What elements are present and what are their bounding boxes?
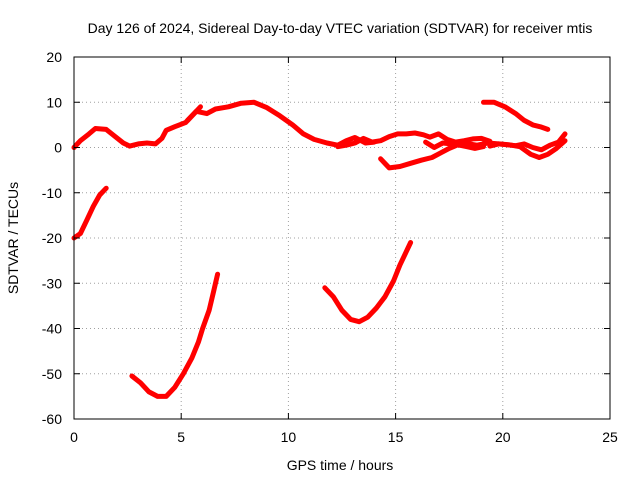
series-line-trace-9 (129, 271, 221, 399)
y-tick-label: -30 (42, 275, 62, 291)
x-tick-label: 25 (602, 429, 618, 445)
y-tick-label: 20 (46, 49, 62, 65)
series-group (71, 99, 568, 399)
y-tick-label: -60 (42, 411, 62, 427)
y-tick-label: -50 (42, 366, 62, 382)
x-tick-label: 20 (495, 429, 511, 445)
y-tick-label: 10 (46, 94, 62, 110)
y-tick-label: -40 (42, 321, 62, 337)
chart-title: Day 126 of 2024, Sidereal Day-to-day VTE… (88, 20, 593, 36)
ticks: 0 5 10 15 20 25 -60 -50 -40 -30 -20 -10 0 10 20 (42, 49, 618, 445)
x-tick-label: 5 (177, 429, 185, 445)
y-tick-label: 0 (54, 140, 62, 156)
x-axis-label: GPS time / hours (287, 457, 394, 473)
grid (74, 57, 610, 419)
series-line-trace-10 (322, 240, 414, 325)
x-tick-label: 15 (388, 429, 404, 445)
y-axis-label: SDTVAR / TECUs (5, 182, 21, 294)
series-line-trace-7 (481, 99, 551, 132)
series-line-trace-8 (71, 185, 109, 241)
series-line-trace-4 (378, 142, 486, 171)
y-tick-label: -20 (42, 230, 62, 246)
series-line-trace-3 (335, 130, 493, 150)
x-tick-label: 10 (281, 429, 297, 445)
series-line-trace-2 (185, 99, 377, 148)
series-line-trace-6 (487, 131, 568, 153)
y-tick-label: -10 (42, 185, 62, 201)
series-line-trace-1 (71, 104, 203, 150)
x-tick-label: 0 (70, 429, 78, 445)
